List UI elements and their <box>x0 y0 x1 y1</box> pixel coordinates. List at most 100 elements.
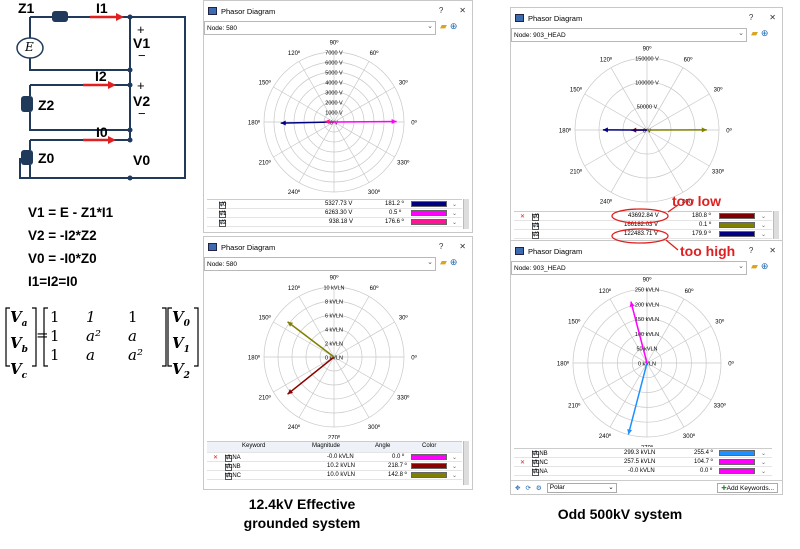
help-button[interactable]: ? <box>438 6 444 15</box>
add-keywords-button[interactable]: ✚Add Keywords... <box>717 482 778 493</box>
table-row[interactable]: ✓ VLNB 10.2 kVLN 218.7 º ⌄ <box>207 462 462 471</box>
color-swatch[interactable] <box>411 472 447 478</box>
color-swatch[interactable] <box>411 463 447 469</box>
row-checkbox[interactable]: ✓ <box>532 469 539 476</box>
close-button[interactable]: ✕ <box>459 242 466 251</box>
move-icon[interactable]: ✥ <box>515 484 521 492</box>
table-row[interactable]: ✕ ✓ VLNA -0.0 kVLN 0.0 º ⌄ <box>207 453 462 462</box>
zoom-icon[interactable]: ⊕ <box>760 28 769 38</box>
color-swatch[interactable] <box>719 450 755 456</box>
help-button[interactable]: ? <box>748 13 754 22</box>
scrollbar[interactable] <box>773 211 779 239</box>
angle-tick-label: 30º <box>714 87 724 94</box>
angle-tick-label: 0º <box>411 120 417 127</box>
table-row[interactable]: ✓ V2 122483.71 V 179.9 º ⌄ <box>514 230 772 239</box>
phasor-arrow-vlnb <box>287 356 335 395</box>
row-checkbox[interactable]: ✓ <box>532 214 539 221</box>
row-checkbox[interactable]: ✓ <box>219 202 226 209</box>
column-header[interactable]: Angle <box>375 443 391 449</box>
color-swatch[interactable] <box>411 201 447 207</box>
row-checkbox[interactable]: ✓ <box>532 451 539 458</box>
table-row[interactable]: ✓ V1 6263.30 V 0.5 º ⌄ <box>207 209 462 218</box>
grid-spoke <box>582 325 648 364</box>
row-checkbox[interactable]: ✓ <box>532 460 539 467</box>
chevron-down-icon: ⌄ <box>761 460 767 466</box>
row-checkbox[interactable]: ✓ <box>225 455 232 462</box>
table-row[interactable]: ✓ VLNC 10.0 kVLN 142.8 º ⌄ <box>207 471 462 480</box>
folder-icon[interactable]: ▰ <box>751 28 758 38</box>
folder-icon[interactable]: ▰ <box>440 21 447 31</box>
grid-spoke <box>609 362 648 428</box>
close-button[interactable]: ✕ <box>769 13 776 22</box>
chevron-down-icon: ⌄ <box>738 30 744 37</box>
z1-label: Z1 <box>18 0 35 16</box>
close-button[interactable]: ✕ <box>769 246 776 255</box>
table-row[interactable]: ✓ V2 938.18 V 176.6 º ⌄ <box>207 218 462 227</box>
matrix-equals: = <box>36 326 49 344</box>
color-swatch[interactable] <box>411 454 447 460</box>
app-icon <box>515 247 524 255</box>
angle-tick-label: 120º <box>288 50 301 57</box>
magnitude-tick-label: 150000 V <box>635 57 659 63</box>
phasor-arrowhead-vlnc <box>629 301 635 308</box>
color-swatch[interactable] <box>411 219 447 225</box>
i0-label: I0 <box>96 124 108 140</box>
node-selector[interactable]: Node: 903_HEAD ⌄ <box>511 28 747 42</box>
color-swatch[interactable] <box>719 459 755 465</box>
folder-icon[interactable]: ▰ <box>751 261 758 271</box>
table-row[interactable]: ✕ ✓ V0 43692.84 V 180.8 º ⌄ <box>514 212 772 221</box>
column-header[interactable]: Keyword <box>242 443 266 449</box>
help-button[interactable]: ? <box>438 242 444 251</box>
mode-select[interactable]: Polar ⌄ <box>546 482 617 493</box>
node-selector[interactable]: Node: 580 ⌄ <box>204 257 436 271</box>
row-checkbox[interactable]: ✓ <box>532 232 539 239</box>
zoom-icon[interactable]: ⊕ <box>449 257 458 267</box>
magnitude-tick-label: 0 V <box>330 121 339 127</box>
row-checkbox[interactable]: ✓ <box>225 464 232 471</box>
magnitude-tick-label: 4000 V <box>325 81 343 87</box>
scrollbar[interactable] <box>463 441 469 485</box>
phasor-table: ✕ ✓ V0 43692.84 V 180.8 º ⌄ ✓ V1 166182.03 V 0.1… <box>514 211 772 239</box>
help-button[interactable]: ? <box>748 246 754 255</box>
remove-row-icon[interactable]: ✕ <box>520 214 526 220</box>
close-button[interactable]: ✕ <box>459 6 466 15</box>
row-checkbox[interactable]: ✓ <box>219 211 226 218</box>
window-title: Phasor Diagram <box>528 246 583 256</box>
color-swatch[interactable] <box>719 231 755 237</box>
angle-tick-label: 30º <box>715 319 725 326</box>
chevron-down-icon: ⌄ <box>427 259 433 266</box>
table-row[interactable]: ✓ VLNA -0.0 kVLN 0.0 º ⌄ <box>514 467 772 476</box>
row-checkbox[interactable]: ✓ <box>219 220 226 227</box>
node-selector[interactable]: Node: 580 ⌄ <box>204 21 436 35</box>
column-header[interactable]: Color <box>422 443 437 449</box>
chevron-down-icon: ⌄ <box>761 214 767 220</box>
row-checkbox[interactable]: ✓ <box>532 223 539 230</box>
color-swatch[interactable] <box>411 210 447 216</box>
column-header[interactable]: Magnitude <box>312 443 341 449</box>
settings-icon[interactable]: ⚙ <box>535 484 542 492</box>
magnitude-tick-label: 100000 V <box>635 81 659 87</box>
remove-row-icon[interactable]: ✕ <box>520 460 526 466</box>
refresh-icon[interactable]: ⟳ <box>525 484 531 492</box>
phasor-table: ✓ V0 5327.73 V 181.2 º ⌄ ✓ V1 6263.30 V 0.5 º ⌄ … <box>207 199 462 227</box>
zoom-icon[interactable]: ⊕ <box>760 261 769 271</box>
app-icon <box>208 7 217 15</box>
node-selector[interactable]: Node: 903_HEAD ⌄ <box>511 261 747 275</box>
remove-row-icon[interactable]: ✕ <box>213 455 219 461</box>
table-row[interactable]: ✕ ✓ VLNC 257.5 kVLN 104.7 º ⌄ <box>514 458 772 467</box>
grid-spoke <box>609 298 648 364</box>
rhs-v2: V2 <box>172 360 190 381</box>
color-swatch[interactable] <box>719 213 755 219</box>
table-row[interactable]: ✓ V0 5327.73 V 181.2 º ⌄ <box>207 200 462 209</box>
scrollbar[interactable] <box>463 199 469 229</box>
color-swatch[interactable] <box>719 468 755 474</box>
row-checkbox[interactable]: ✓ <box>225 473 232 480</box>
equation-v2: V2 = -I2*Z2 <box>28 228 97 243</box>
folder-icon[interactable]: ▰ <box>440 257 447 267</box>
angle-tick-label: 240º <box>288 189 301 196</box>
table-row[interactable]: ✓ VLNB 299.3 kVLN 255.4 º ⌄ <box>514 449 772 458</box>
angle-tick-label: 330º <box>714 403 727 410</box>
color-swatch[interactable] <box>719 222 755 228</box>
zoom-icon[interactable]: ⊕ <box>449 21 458 31</box>
